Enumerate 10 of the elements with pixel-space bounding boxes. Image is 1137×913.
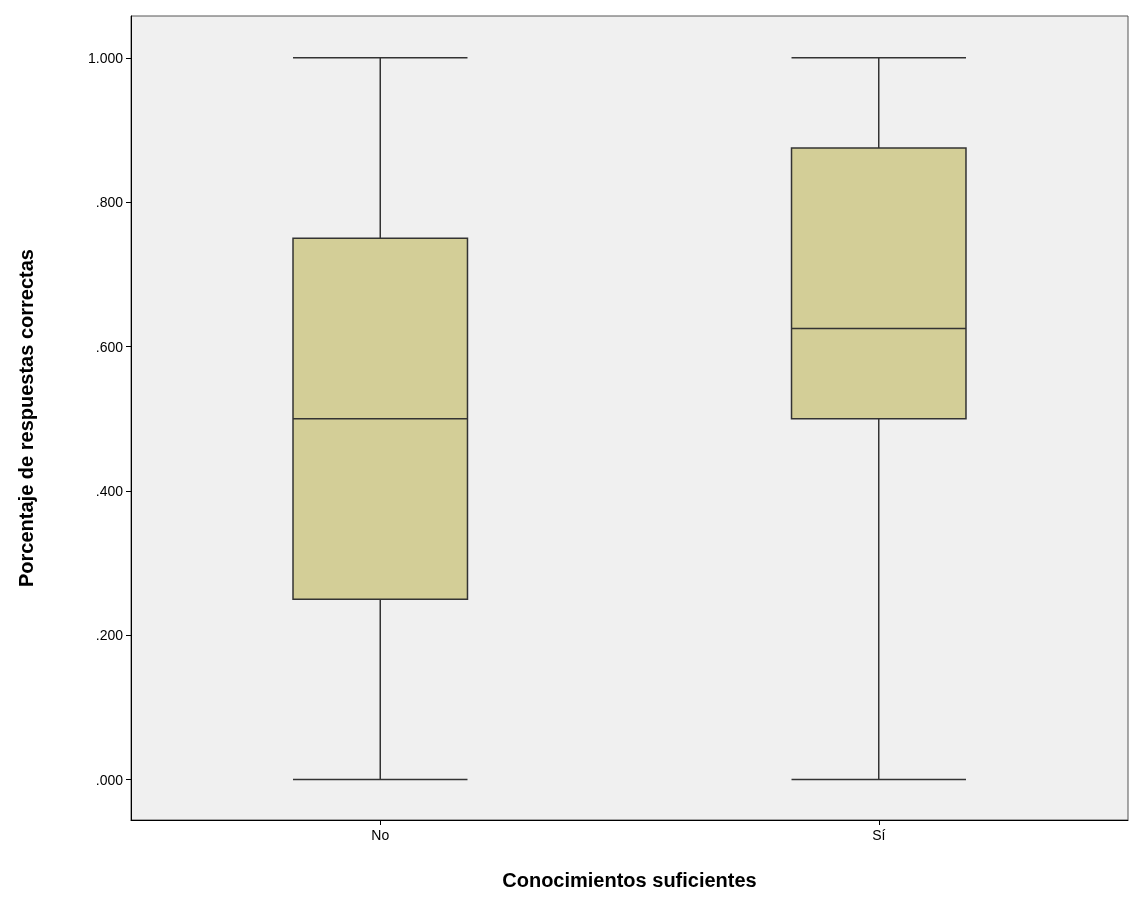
y-tick-label: .400 [95, 482, 124, 499]
x-tick-label: Sí [872, 827, 886, 843]
x-tick-label: No [371, 827, 390, 843]
y-tick-label: 1.000 [87, 49, 124, 66]
y-tick-label: .600 [95, 338, 124, 355]
y-tick-label: .000 [95, 771, 124, 788]
x-axis-title: Conocimientos suficientes [502, 869, 757, 891]
y-axis-title: Porcentaje de respuestas correctas [15, 249, 37, 587]
y-tick-label: .800 [95, 194, 124, 211]
y-tick-label: .200 [95, 627, 124, 644]
